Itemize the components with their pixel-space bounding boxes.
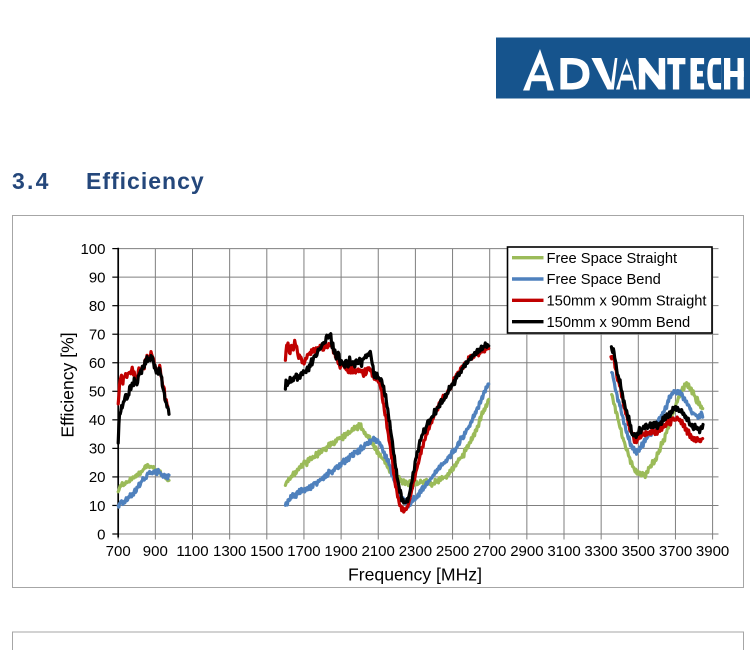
svg-text:Efficiency: Efficiency: [86, 168, 205, 194]
svg-text:3100: 3100: [547, 543, 580, 560]
svg-text:1100: 1100: [176, 543, 208, 560]
svg-text:20: 20: [89, 469, 106, 486]
svg-text:3.4: 3.4: [12, 168, 51, 194]
svg-text:3500: 3500: [622, 543, 655, 560]
svg-text:150mm x 90mm Bend: 150mm x 90mm Bend: [547, 315, 691, 331]
svg-text:2100: 2100: [362, 543, 395, 560]
svg-text:1700: 1700: [287, 543, 320, 560]
svg-text:Frequency [MHz]: Frequency [MHz]: [348, 565, 482, 585]
svg-text:60: 60: [89, 355, 106, 372]
svg-text:1500: 1500: [250, 543, 283, 560]
svg-text:90: 90: [89, 269, 106, 286]
svg-text:100: 100: [80, 241, 105, 258]
svg-text:2700: 2700: [473, 543, 506, 560]
svg-text:3300: 3300: [584, 543, 617, 560]
svg-text:700: 700: [106, 543, 131, 560]
svg-text:40: 40: [89, 412, 106, 429]
svg-text:900: 900: [143, 543, 168, 560]
svg-text:150mm x 90mm Straight: 150mm x 90mm Straight: [547, 294, 707, 310]
svg-text:3900: 3900: [696, 543, 729, 560]
svg-text:1900: 1900: [324, 543, 357, 560]
svg-text:2300: 2300: [399, 543, 432, 560]
svg-text:1300: 1300: [213, 543, 246, 560]
svg-text:Efficiency [%]: Efficiency [%]: [58, 332, 78, 437]
svg-text:2900: 2900: [510, 543, 543, 560]
svg-text:70: 70: [89, 327, 106, 344]
svg-text:Free Space Bend: Free Space Bend: [547, 272, 661, 288]
svg-text:0: 0: [97, 526, 105, 543]
svg-text:Free Space Straight: Free Space Straight: [547, 251, 678, 267]
svg-text:2500: 2500: [436, 543, 469, 560]
svg-text:30: 30: [89, 441, 106, 458]
svg-text:50: 50: [89, 384, 106, 401]
svg-text:10: 10: [89, 498, 106, 515]
svg-text:3700: 3700: [659, 543, 692, 560]
svg-text:80: 80: [89, 298, 106, 315]
